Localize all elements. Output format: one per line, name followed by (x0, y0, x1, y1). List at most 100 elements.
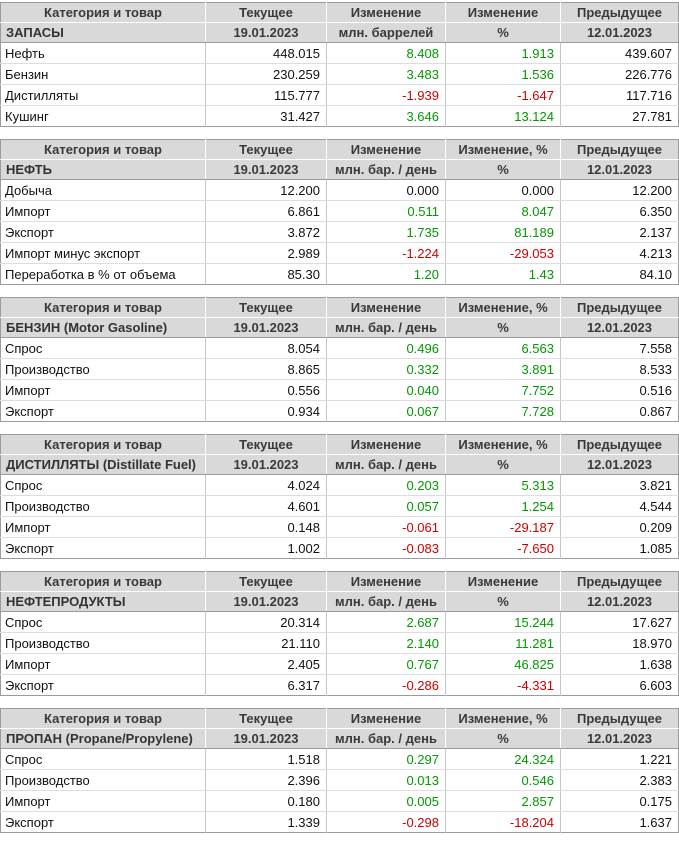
table-row: Производство 4.601 0.057 1.254 4.544 (0, 495, 679, 517)
row-label: Производство (0, 495, 206, 517)
table-row: Нефть 448.015 8.408 1.913 439.607 (0, 42, 679, 64)
row-label: Спрос (0, 748, 206, 770)
cell-change: 0.057 (326, 495, 446, 517)
column-subheader: 12.01.2023 (560, 454, 679, 475)
cell-change: -0.061 (326, 516, 446, 538)
section-title: НЕФТЕПРОДУКТЫ (0, 591, 206, 612)
cell-current: 2.405 (205, 653, 327, 675)
table-row: Спрос 4.024 0.203 5.313 3.821 (0, 474, 679, 496)
cell-change: 3.646 (326, 105, 446, 127)
cell-change: 0.067 (326, 400, 446, 422)
column-header: Изменение, % (445, 297, 561, 318)
cell-current: 3.872 (205, 221, 327, 243)
column-header: Изменение (326, 434, 446, 455)
cell-change: 2.140 (326, 632, 446, 654)
subheader-row: ПРОПАН (Propane/Propylene) 19.01.2023 млн.… (0, 728, 679, 749)
table-row: Импорт 0.148 -0.061 -29.187 0.209 (0, 516, 679, 538)
cell-change: 2.687 (326, 611, 446, 633)
cell-current: 0.148 (205, 516, 327, 538)
cell-change: -0.298 (326, 811, 446, 833)
cell-change-percent: 1.536 (445, 63, 561, 85)
cell-current: 20.314 (205, 611, 327, 633)
column-subheader: млн. бар. / день (326, 159, 446, 180)
column-subheader: млн. бар. / день (326, 591, 446, 612)
cell-change: -0.286 (326, 674, 446, 696)
cell-change: 0.297 (326, 748, 446, 770)
data-table-nefteprodukty: Категория и товар Текущее Изменение Изменен… (0, 571, 679, 696)
column-subheader: 12.01.2023 (560, 591, 679, 612)
data-table-distillyaty: Категория и товар Текущее Изменение Изменен… (0, 434, 679, 559)
header-row: Категория и товар Текущее Изменение Изменен… (0, 2, 679, 23)
cell-change-percent: -4.331 (445, 674, 561, 696)
cell-current: 8.865 (205, 358, 327, 380)
cell-previous: 0.516 (560, 379, 679, 401)
cell-change: -0.083 (326, 537, 446, 559)
row-label: Кушинг (0, 105, 206, 127)
cell-current: 448.015 (205, 42, 327, 64)
cell-current: 85.30 (205, 263, 327, 285)
cell-change-percent: 46.825 (445, 653, 561, 675)
cell-change-percent: 7.728 (445, 400, 561, 422)
cell-change: 0.013 (326, 769, 446, 791)
cell-change-percent: 15.244 (445, 611, 561, 633)
column-header: Текущее (205, 708, 327, 729)
subheader-row: НЕФТЕПРОДУКТЫ 19.01.2023 млн. бар. / день%… (0, 591, 679, 612)
cell-current: 230.259 (205, 63, 327, 85)
column-header: Предыдущее (560, 571, 679, 592)
cell-change: -1.224 (326, 242, 446, 264)
cell-previous: 27.781 (560, 105, 679, 127)
header-row: Категория и товар Текущее Изменение Изменен… (0, 434, 679, 455)
table-row: Импорт 6.861 0.511 8.047 6.350 (0, 200, 679, 222)
cell-previous: 0.867 (560, 400, 679, 422)
section-title: НЕФТЬ (0, 159, 206, 180)
column-subheader: 12.01.2023 (560, 22, 679, 43)
cell-current: 0.556 (205, 379, 327, 401)
column-subheader: 19.01.2023 (205, 591, 327, 612)
column-header: Текущее (205, 434, 327, 455)
section-title: БЕНЗИН (Motor Gasoline) (0, 317, 206, 338)
cell-previous: 1.638 (560, 653, 679, 675)
cell-change-percent: 5.313 (445, 474, 561, 496)
section-title: ДИСТИЛЛЯТЫ (Distillate Fuel) (0, 454, 206, 475)
section-title: ПРОПАН (Propane/Propylene) (0, 728, 206, 749)
row-label: Производство (0, 769, 206, 791)
column-subheader: % (445, 22, 561, 43)
cell-previous: 2.137 (560, 221, 679, 243)
data-table-zapasy: Категория и товар Текущее Изменение Изменен… (0, 2, 679, 127)
cell-previous: 4.544 (560, 495, 679, 517)
cell-current: 6.317 (205, 674, 327, 696)
column-header: Предыдущее (560, 139, 679, 160)
row-label: Импорт минус экспорт (0, 242, 206, 264)
header-row: Категория и товар Текущее Изменение Изменен… (0, 571, 679, 592)
column-subheader: % (445, 728, 561, 749)
cell-change-percent: 0.000 (445, 179, 561, 201)
subheader-row: ДИСТИЛЛЯТЫ (Distillate Fuel) 19.01.2023 мл… (0, 454, 679, 475)
cell-change: 8.408 (326, 42, 446, 64)
table-row: Спрос 1.518 0.297 24.324 1.221 (0, 748, 679, 770)
cell-change-percent: 81.189 (445, 221, 561, 243)
cell-previous: 18.970 (560, 632, 679, 654)
cell-change-percent: 13.124 (445, 105, 561, 127)
row-label: Экспорт (0, 674, 206, 696)
row-label: Импорт (0, 200, 206, 222)
column-subheader: млн. бар. / день (326, 317, 446, 338)
row-label: Экспорт (0, 537, 206, 559)
row-label: Импорт (0, 653, 206, 675)
column-subheader: 19.01.2023 (205, 728, 327, 749)
column-subheader: млн. бар. / день (326, 454, 446, 475)
column-subheader: 12.01.2023 (560, 728, 679, 749)
cell-change-percent: 1.913 (445, 42, 561, 64)
column-header: Категория и товар (0, 708, 206, 729)
data-table-benzin: Категория и товар Текущее Изменение Изменен… (0, 297, 679, 422)
table-row: Импорт 0.556 0.040 7.752 0.516 (0, 379, 679, 401)
cell-current: 1.002 (205, 537, 327, 559)
cell-change-percent: 7.752 (445, 379, 561, 401)
cell-change-percent: 3.891 (445, 358, 561, 380)
row-label: Экспорт (0, 400, 206, 422)
column-subheader: 12.01.2023 (560, 317, 679, 338)
column-header: Изменение, % (445, 708, 561, 729)
cell-previous: 6.350 (560, 200, 679, 222)
column-header: Предыдущее (560, 2, 679, 23)
table-row: Спрос 20.314 2.687 15.244 17.627 (0, 611, 679, 633)
cell-previous: 6.603 (560, 674, 679, 696)
